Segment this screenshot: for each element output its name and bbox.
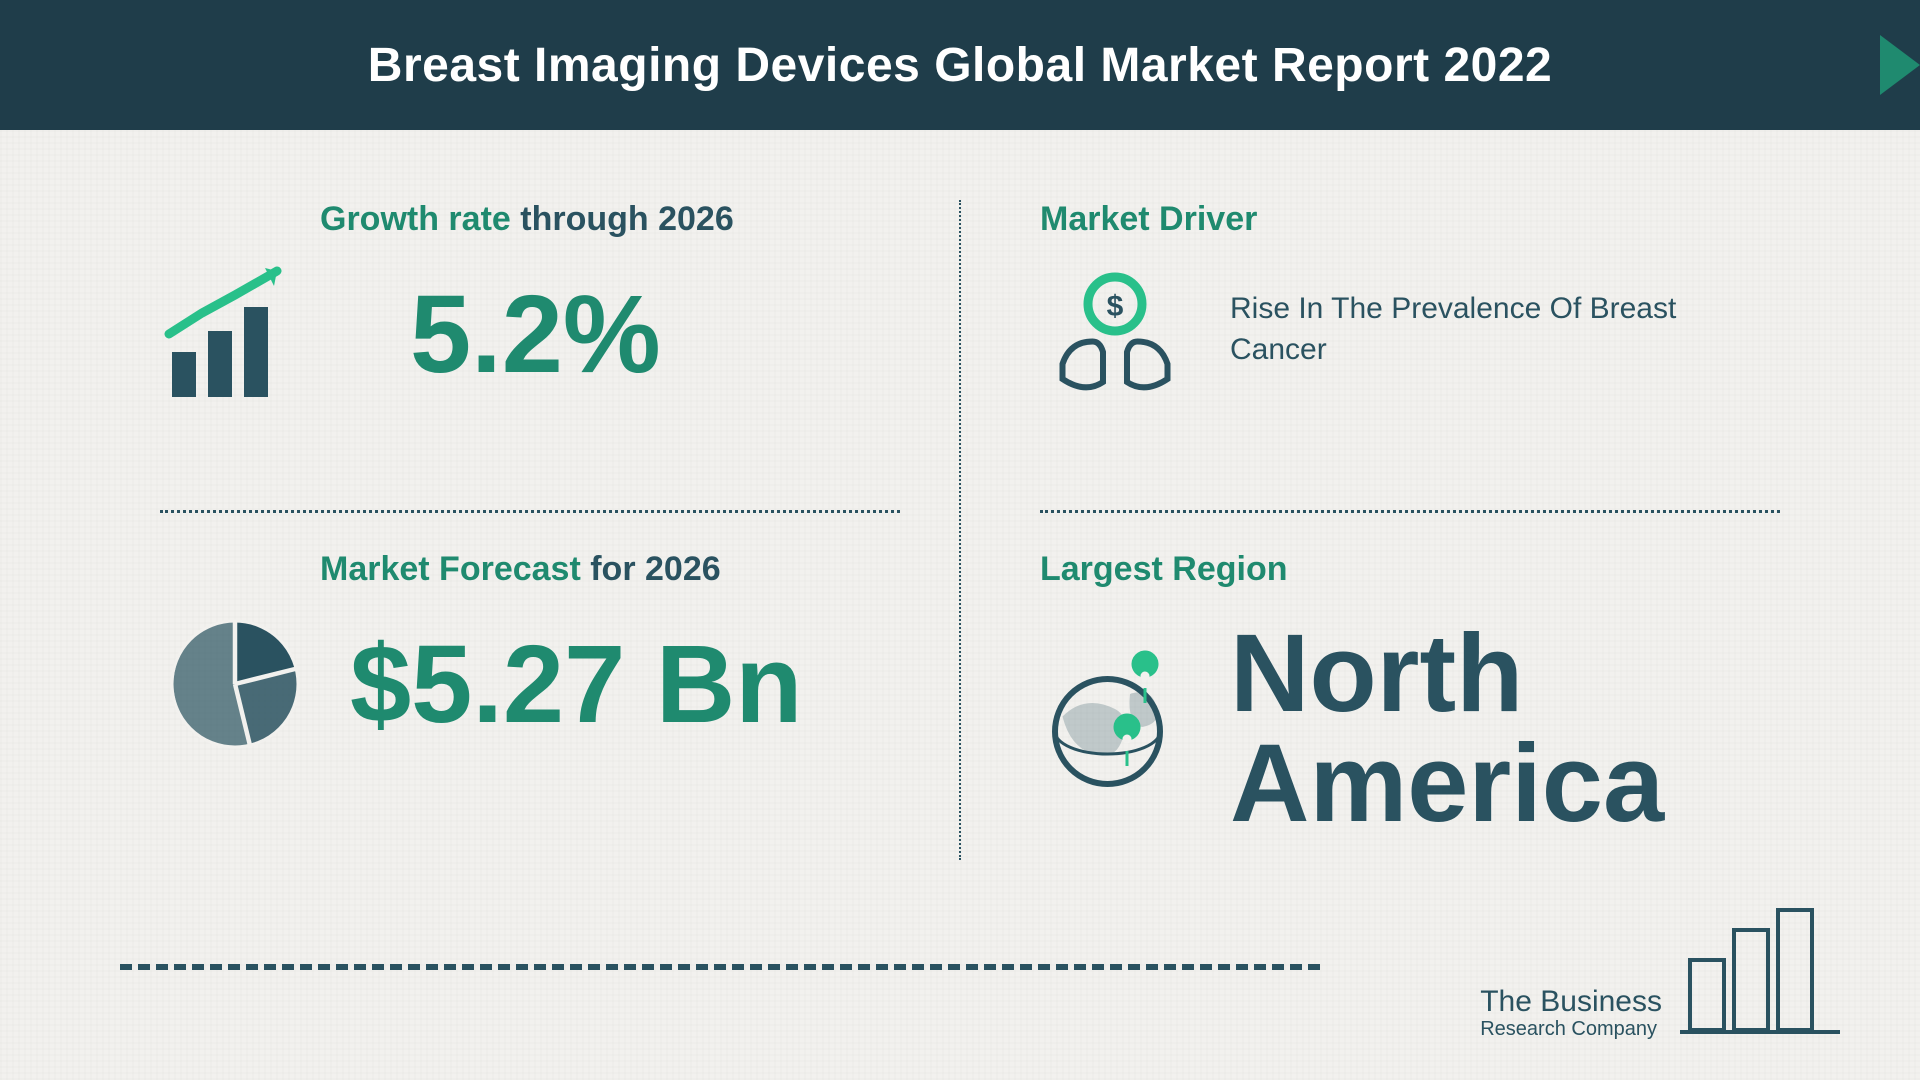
forecast-label: Market Forecast for 2026 [320, 550, 920, 589]
pie-chart-icon [160, 609, 310, 759]
brand-logo-icon [1680, 900, 1840, 1040]
svg-text:$: $ [1107, 290, 1124, 323]
growth-rate-label: Growth rate through 2026 [320, 200, 920, 239]
vertical-divider [959, 200, 961, 860]
bar-chart-up-icon [160, 259, 310, 409]
brand-logo: The Business Research Company [1480, 900, 1840, 1040]
forecast-label-rest: for 2026 [581, 550, 721, 588]
header-arrow-icon [1880, 35, 1920, 95]
brand-logo-line1: The Business [1480, 985, 1662, 1018]
growth-rate-value: 5.2% [410, 271, 661, 398]
region-value-line1: North [1230, 619, 1664, 729]
brand-logo-text: The Business Research Company [1480, 985, 1662, 1040]
hands-coin-icon: $ [1040, 259, 1190, 409]
largest-region-block: Largest Region North America [1040, 550, 1800, 839]
horizontal-divider-right [1040, 510, 1780, 513]
growth-stat-row: 5.2% [160, 259, 920, 409]
forecast-label-accent: Market Forecast [320, 550, 581, 588]
forecast-stat-row: $5.27 Bn [160, 609, 920, 759]
growth-rate-block: Growth rate through 2026 5.2% [160, 200, 920, 409]
market-forecast-block: Market Forecast for 2026 $5.27 Bn [160, 550, 920, 759]
region-value-line2: America [1230, 729, 1664, 839]
driver-label-text: Market Driver [1040, 200, 1257, 238]
globe-pins-icon [1040, 649, 1190, 799]
forecast-value-number: $5.27 [350, 623, 625, 746]
horizontal-divider-left [160, 510, 900, 513]
page-title: Breast Imaging Devices Global Market Rep… [368, 38, 1552, 93]
forecast-value: $5.27 Bn [350, 621, 802, 748]
forecast-value-unit: Bn [625, 623, 802, 746]
region-row: North America [1040, 609, 1800, 839]
driver-row: $ Rise In The Prevalence Of Breast Cance… [1040, 259, 1800, 409]
growth-label-rest: through 2026 [511, 200, 734, 238]
market-driver-block: Market Driver $ Rise In The Prevalence O… [1040, 200, 1800, 409]
driver-text: Rise In The Prevalence Of Breast Cancer [1230, 289, 1750, 370]
region-value: North America [1230, 619, 1664, 839]
driver-label: Market Driver [1040, 200, 1800, 239]
header-bar: Breast Imaging Devices Global Market Rep… [0, 0, 1920, 130]
region-label: Largest Region [1040, 550, 1800, 589]
brand-logo-line2: Research Company [1480, 1018, 1662, 1040]
growth-label-accent: Growth rate [320, 200, 511, 238]
footer-dash-line [120, 964, 1320, 970]
region-label-text: Largest Region [1040, 550, 1287, 588]
content-area: Growth rate through 2026 5.2% Market Dri… [0, 130, 1920, 1080]
